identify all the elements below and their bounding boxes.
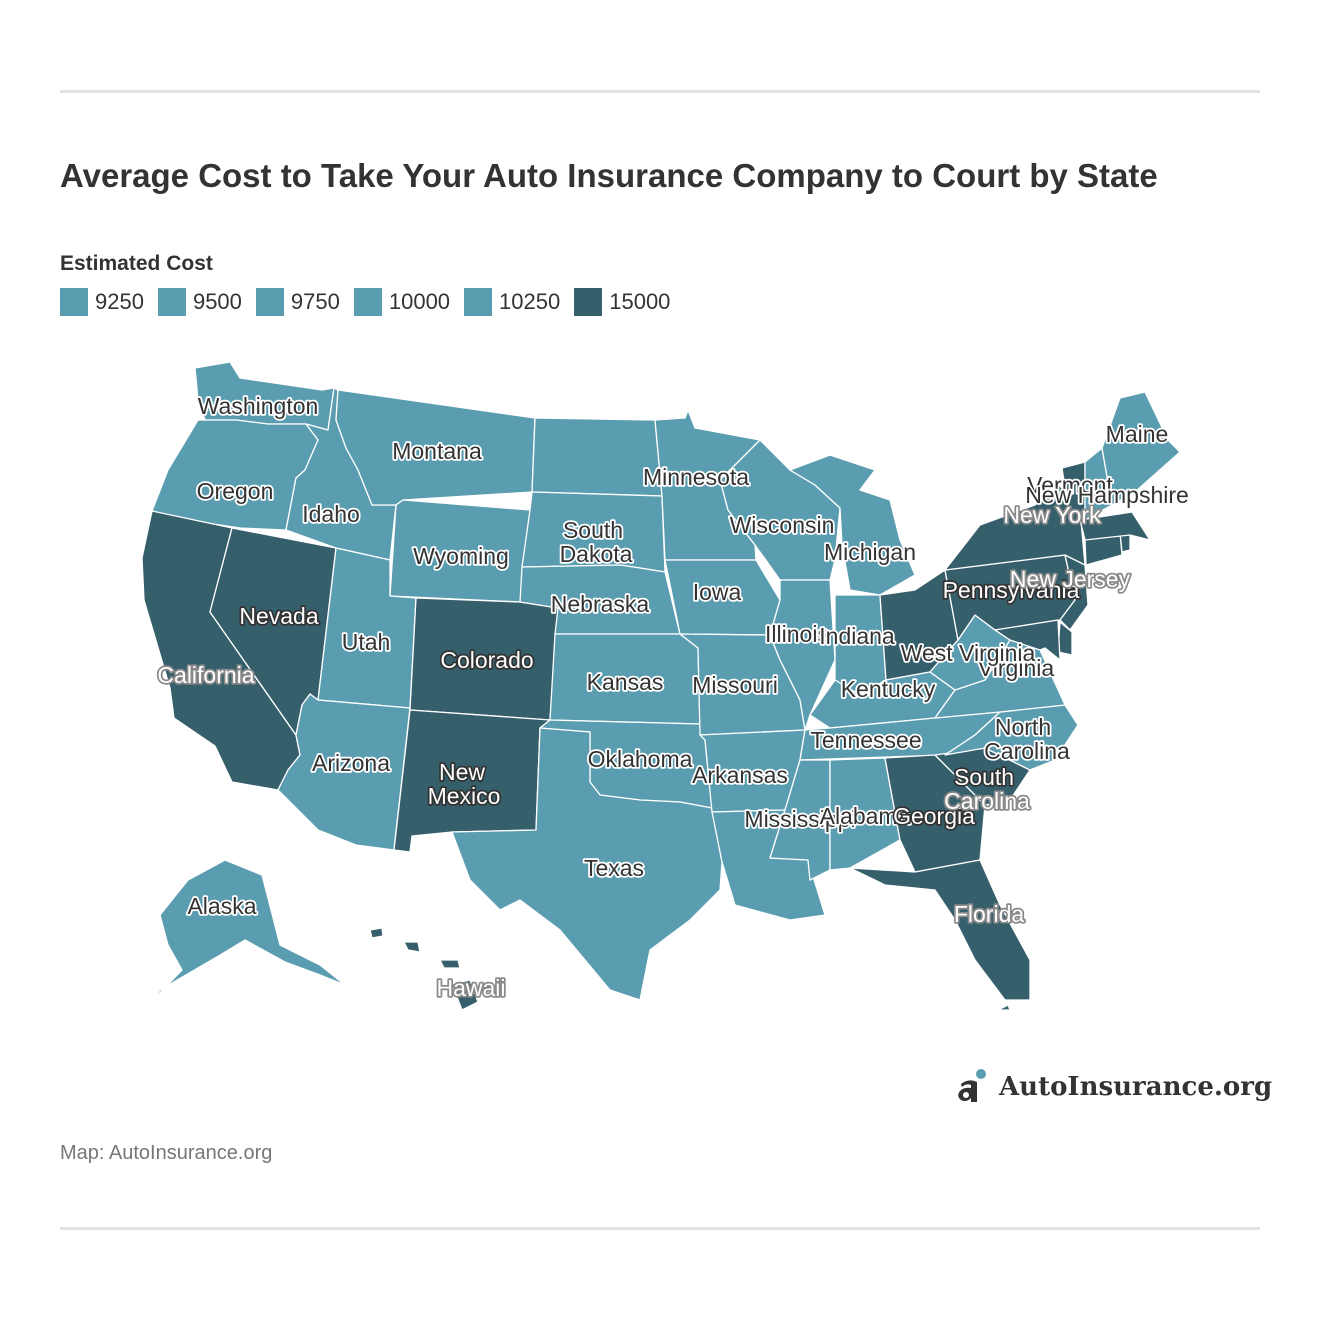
- legend-swatch: [574, 288, 603, 316]
- state-wisconsin[interactable]: [719, 439, 841, 581]
- state-massachusetts[interactable]: [1079, 511, 1151, 541]
- state-label-new-hampshire: New Hampshire: [1025, 482, 1189, 508]
- state-label-north-carolina-line1: North: [995, 714, 1051, 740]
- state-label-tennessee: Tennessee: [810, 727, 921, 753]
- autoinsurance-logo-icon: [958, 1069, 986, 1102]
- state-florida[interactable]: [849, 859, 1031, 1001]
- state-label-michigan: Michigan: [824, 539, 916, 565]
- legend-label: 15000: [609, 289, 671, 314]
- state-label-georgia: Georgia: [893, 803, 975, 829]
- state-label-nebraska: Nebraska: [551, 591, 650, 617]
- state-label-wisconsin: Wisconsin: [730, 512, 835, 538]
- state-hawaii[interactable]: [439, 959, 461, 969]
- legend-item-9750[interactable]: 9750: [255, 288, 340, 316]
- state-hawaii[interactable]: [403, 941, 421, 953]
- state-label-new-jersey: New Jersey: [1010, 566, 1131, 592]
- legend-item-10000[interactable]: 10000: [353, 288, 451, 316]
- state-label-south-carolina-line2: Carolina: [944, 788, 1030, 814]
- legend-label: 9500: [192, 289, 242, 314]
- state-label-hawaii: Hawaii: [436, 975, 505, 1001]
- state-label-kentucky: Kentucky: [841, 676, 936, 702]
- state-label-south-carolina-line1: South: [954, 764, 1014, 790]
- legend-swatch: [353, 288, 382, 316]
- state-label-montana: Montana: [392, 438, 482, 464]
- legend-label: 10000: [388, 289, 451, 314]
- state-label-illinois: Illinois: [765, 621, 829, 647]
- state-label-vermont: Vermont: [1027, 472, 1113, 498]
- state-texas[interactable]: [451, 727, 723, 1001]
- state-hawaii[interactable]: [451, 979, 479, 1011]
- state-label-wyoming: Wyoming: [413, 543, 509, 569]
- state-label-maine: Maine: [1106, 421, 1169, 447]
- state-label-texas: Texas: [584, 855, 644, 881]
- state-label-arizona: Arizona: [312, 750, 390, 776]
- state-label-new-york: New York: [1003, 502, 1101, 528]
- legend-swatch: [157, 288, 186, 316]
- state-label-kansas: Kansas: [587, 669, 664, 695]
- state-alaska[interactable]: [147, 859, 346, 1006]
- state-label-florida: Florida: [954, 901, 1025, 927]
- state-label-pennsylvania: Pennsylvania: [943, 577, 1080, 603]
- state-hawaii[interactable]: [369, 927, 384, 939]
- state-label-south-dakota-line2: Dakota: [560, 541, 633, 567]
- state-label-mississippi: Mississippi: [744, 806, 855, 832]
- state-maine[interactable]: [1101, 391, 1181, 506]
- state-label-washington: Washington: [198, 393, 319, 419]
- state-maryland[interactable]: [994, 619, 1061, 661]
- state-michigan[interactable]: [789, 454, 916, 596]
- legend-label: 9750: [290, 289, 340, 314]
- state-illinois[interactable]: [769, 579, 836, 731]
- legend-item-9500[interactable]: 9500: [157, 288, 242, 316]
- state-florida[interactable]: [997, 1004, 1011, 1011]
- state-label-south-dakota-line1: South: [563, 517, 623, 543]
- state-label-arkansas: Arkansas: [692, 762, 788, 788]
- state-label-alaska: Alaska: [187, 893, 256, 919]
- legend-item-15000[interactable]: 15000: [574, 288, 670, 316]
- state-label-oklahoma: Oklahoma: [588, 746, 693, 772]
- state-label-colorado: Colorado: [440, 647, 533, 673]
- top-divider: [60, 90, 1260, 93]
- state-label-new-mexico-line1: New: [439, 759, 485, 785]
- state-label-minnesota: Minnesota: [643, 464, 749, 490]
- state-alabama[interactable]: [829, 757, 901, 871]
- state-label-alabama: Alabama: [820, 803, 911, 829]
- legend-label: 9250: [95, 289, 144, 314]
- state-label-north-carolina-line2: Carolina: [984, 738, 1070, 764]
- state-label-nevada: Nevada: [239, 603, 318, 629]
- state-label-missouri: Missouri: [692, 672, 778, 698]
- legend-swatch: [255, 288, 284, 316]
- state-label-indiana: Indiana: [819, 623, 895, 649]
- legend-swatch: [464, 288, 493, 316]
- legend: 9250 9500 9750 10000 10250 15000: [60, 288, 684, 316]
- state-label-utah: Utah: [342, 629, 391, 655]
- legend-item-9250[interactable]: 9250: [60, 288, 144, 316]
- legend-swatch: [60, 288, 88, 316]
- bottom-divider: [60, 1227, 1260, 1230]
- state-label-new-mexico-line2: Mexico: [428, 783, 501, 809]
- chart-title: Average Cost to Take Your Auto Insurance…: [60, 157, 1158, 194]
- state-label-iowa: Iowa: [693, 579, 742, 605]
- state-label-oregon: Oregon: [197, 478, 274, 504]
- legend-item-10250[interactable]: 10250: [464, 288, 560, 316]
- state-label-idaho: Idaho: [302, 501, 360, 527]
- legend-label: 10250: [499, 289, 561, 314]
- state-label-west-virginia: West Virginia: [901, 640, 1036, 666]
- state-label-virginia: Virginia: [978, 655, 1054, 681]
- state-label-california: California: [157, 662, 254, 688]
- state-north-carolina[interactable]: [944, 704, 1079, 771]
- state-mississippi[interactable]: [769, 759, 831, 881]
- legend-title: Estimated Cost: [60, 252, 213, 275]
- brand-name: AutoInsurance.org: [999, 1072, 1273, 1102]
- brand-logo: AutoInsurance.org: [955, 1068, 1272, 1106]
- source-credit: Map: AutoInsurance.org: [60, 1142, 273, 1164]
